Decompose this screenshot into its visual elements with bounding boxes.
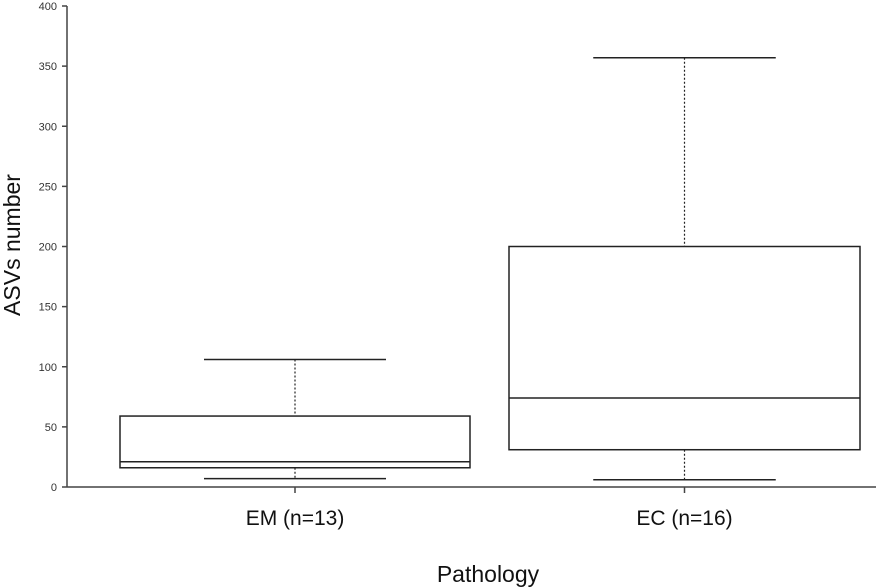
x-tick-label: EM (n=13) [246,507,345,530]
y-tick-label: 200 [39,242,57,254]
y-tick-label: 0 [51,482,57,494]
box-em [119,358,471,480]
iqr-box [119,415,471,469]
x-axis: EM (n=13) EC (n=16) [67,486,876,530]
y-tick-label: 250 [39,181,57,193]
y-axis: 0 50 100 150 200 250 300 350 400 [39,1,68,494]
y-axis-title: ASVs number [0,174,25,316]
iqr-box [508,245,861,451]
y-tick-label: 300 [39,121,57,133]
box-plot-series [119,56,861,481]
y-tick-label: 50 [45,422,57,434]
y-tick-label: 350 [39,61,57,73]
box-ec [508,56,861,481]
x-tick-label: EC (n=16) [636,507,732,530]
y-tick-label: 150 [39,302,57,314]
y-tick-label: 400 [39,1,57,13]
x-axis-title: Pathology [437,561,540,587]
y-tick-label: 100 [39,362,57,374]
